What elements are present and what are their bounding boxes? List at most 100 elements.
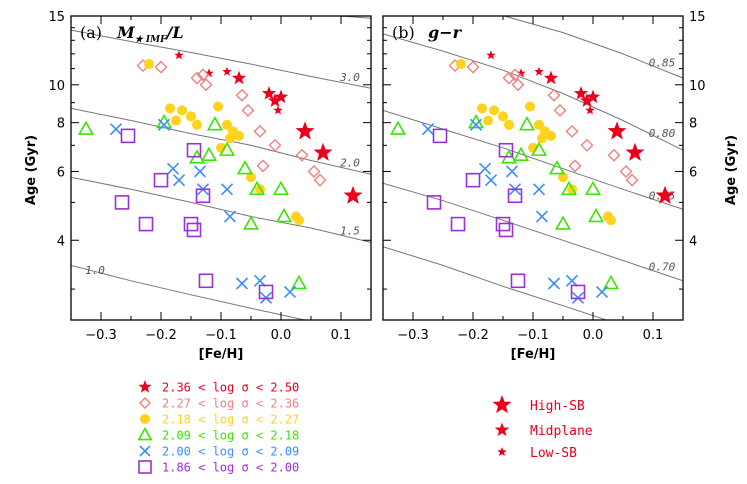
data-point: [456, 59, 466, 70]
x-tick-label: 0.1: [331, 328, 352, 343]
data-point: [421, 123, 435, 136]
data-point: [256, 159, 270, 173]
data-point: [222, 119, 232, 130]
data-point: [313, 173, 327, 187]
x-tick-label: −0.1: [517, 328, 549, 343]
data-point: [579, 93, 595, 107]
panel-b-frame: [382, 15, 684, 321]
data-point: [153, 172, 169, 188]
data-point: [548, 160, 566, 175]
data-point: [144, 59, 154, 70]
data-point: [261, 86, 277, 100]
data-point: [157, 118, 171, 131]
data-point: [483, 115, 493, 126]
contour-label: 1.0: [85, 264, 105, 277]
data-point: [465, 172, 481, 188]
data-point: [114, 195, 130, 210]
data-point: [546, 130, 556, 141]
sigma-legend: 2.36 < log σ < 2.50 2.27 < log σ < 2.36 2.…: [137, 380, 299, 475]
data-point: [195, 188, 211, 204]
panel-a-ticks: −0.3 −0.2 −0.1 0.0 0.1 4 6 8 10 15: [48, 10, 372, 343]
data-point: [343, 185, 363, 204]
data-point: [543, 70, 559, 85]
x-tick-label: 0.0: [271, 328, 292, 343]
contour-line: [502, 16, 683, 79]
data-point: [607, 148, 621, 162]
data-point: [290, 274, 308, 290]
legend-label: 2.18 < log σ < 2.27: [162, 413, 299, 427]
data-point: [242, 215, 260, 230]
data-point: [530, 141, 548, 156]
left-y-axis-title: Age (Gyr): [24, 135, 39, 205]
data-point: [275, 207, 293, 223]
data-point: [218, 141, 236, 156]
y-tick-label: 10: [689, 79, 706, 94]
data-point: [498, 111, 508, 122]
y-tick-label: 8: [689, 117, 697, 132]
data-point: [534, 66, 544, 76]
data-point: [432, 128, 448, 144]
data-point: [534, 119, 544, 130]
data-point: [525, 101, 535, 112]
data-point: [606, 215, 616, 226]
data-point: [246, 172, 256, 183]
data-point: [206, 116, 224, 131]
data-point: [198, 273, 214, 289]
data-point: [489, 105, 499, 116]
y-tick-label: 8: [57, 117, 65, 132]
panel-b-contours: [383, 16, 683, 320]
data-point: [511, 78, 525, 92]
data-point: [565, 124, 579, 138]
panel-b-ticks: −0.3 −0.2 −0.1 0.0 0.1 4 6 8 10 15: [382, 10, 706, 343]
data-point: [535, 210, 549, 223]
data-point: [505, 165, 519, 178]
legend-marker: [137, 426, 153, 441]
data-point: [200, 146, 218, 161]
data-point: [235, 88, 249, 102]
data-point: [625, 173, 639, 187]
x-tick-label: −0.3: [85, 328, 117, 343]
data-point: [186, 222, 202, 238]
right-y-axis-title: Age (Gyr): [724, 135, 739, 205]
legend-label: 2.36 < log σ < 2.50: [162, 381, 299, 395]
location-legend-marker: [494, 422, 510, 437]
data-point: [235, 277, 249, 290]
data-point: [508, 68, 522, 82]
panel-a-points: [77, 50, 363, 304]
data-point: [595, 285, 609, 298]
data-point: [220, 183, 234, 196]
legend-label: 1.86 < log σ < 2.00: [162, 461, 299, 475]
location-legend-label: High-SB: [530, 399, 585, 414]
data-point: [573, 86, 589, 100]
contour-label: 0.85: [649, 57, 676, 70]
panel-a-contour-labels: 3.0 2.0 1.5 1.0: [85, 71, 360, 277]
data-point: [584, 180, 602, 196]
y-tick-label: 6: [689, 165, 697, 180]
panel-b-x-axis-title: [Fe/H]: [511, 347, 556, 362]
data-point: [313, 142, 333, 161]
x-tick-label: 0.0: [583, 328, 604, 343]
data-point: [625, 142, 645, 161]
y-tick-label: 6: [57, 165, 65, 180]
contour-label: 2.0: [340, 156, 360, 169]
contour-line: [71, 107, 371, 175]
data-point: [553, 103, 567, 117]
data-point: [607, 121, 627, 140]
location-legend-marker: [497, 447, 507, 457]
data-point: [223, 210, 237, 223]
x-tick-label: 0.1: [643, 328, 664, 343]
data-point: [186, 111, 196, 122]
panel-b-points: [389, 50, 675, 304]
data-point: [193, 165, 207, 178]
data-point: [234, 130, 244, 141]
data-point: [177, 105, 187, 116]
data-point: [580, 138, 594, 152]
x-tick-label: −0.2: [457, 328, 489, 343]
data-point: [478, 162, 492, 175]
panel-a-frame: [70, 15, 372, 321]
contour-line: [383, 246, 608, 320]
data-point: [138, 216, 154, 232]
data-point: [267, 93, 283, 107]
data-point: [498, 222, 514, 238]
